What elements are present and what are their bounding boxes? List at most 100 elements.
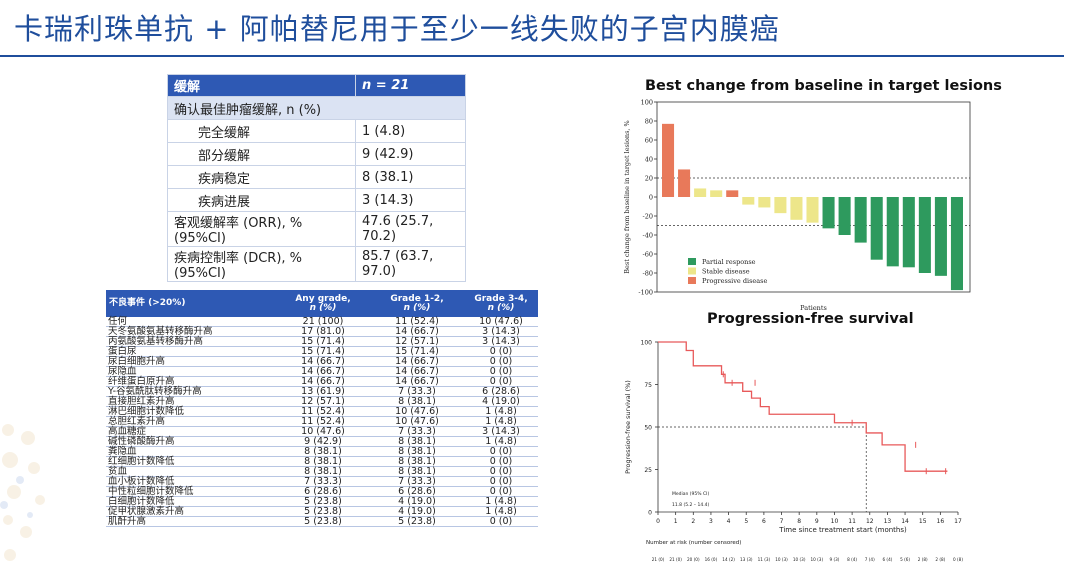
pfs-y-tick-label: 50 xyxy=(644,425,652,432)
pfs-x-tick-label: 10 xyxy=(831,518,839,525)
ae-header-any-label: Any grade, xyxy=(295,293,351,304)
pfs-x-tick-label: 0 xyxy=(656,518,660,525)
response-header-label: 缓解 xyxy=(167,74,356,97)
waterfall-y-tick-label: -60 xyxy=(643,251,653,259)
response-table: 缓解 n = 21 确认最佳肿瘤缓解, n (%) 完全缓解 1 (4.8) 部… xyxy=(167,74,466,282)
waterfall-bar xyxy=(902,197,915,268)
ae-grade-3-4: 0 (0) xyxy=(464,356,538,367)
ae-event-name: 白细胞计数降低 xyxy=(106,496,276,507)
waterfall-bar xyxy=(838,197,851,235)
pfs-x-tick-label: 2 xyxy=(691,518,695,525)
ae-header-g12: Grade 1-2, n (%) xyxy=(370,290,464,317)
pfs-risk-value: 16 (0) xyxy=(705,557,718,562)
pfs-x-tick-label: 11 xyxy=(848,518,856,525)
waterfall-legend-label: Partial response xyxy=(702,258,756,266)
ae-row: 淋巴细胞计数降低 11 (52.4) 10 (47.6) 1 (4.8) xyxy=(106,406,538,417)
pfs-x-tick-label: 7 xyxy=(780,518,784,525)
ae-any-grade: 7 (33.3) xyxy=(276,476,370,487)
waterfall-y-tick-label: 40 xyxy=(645,156,653,164)
ae-grade-3-4: 3 (14.3) xyxy=(464,426,538,437)
ae-grade-3-4: 4 (19.0) xyxy=(464,396,538,407)
ae-row: Y-谷氨酰肽转移酶升高 13 (61.9) 7 (33.3) 6 (28.6) xyxy=(106,386,538,397)
pfs-risk-value: 2 (8) xyxy=(918,557,928,562)
response-row-value: 1 (4.8) xyxy=(355,119,466,143)
waterfall-bar xyxy=(710,190,723,197)
waterfall-y-tick-label: 20 xyxy=(645,175,653,183)
pfs-risk-value: 9 (3) xyxy=(830,557,840,562)
ae-any-grade: 14 (66.7) xyxy=(276,356,370,367)
response-row-label: 完全缓解 xyxy=(167,119,356,143)
waterfall-bar xyxy=(790,197,803,220)
ae-grade-1-2: 8 (38.1) xyxy=(370,466,464,477)
ae-grade-3-4: 0 (0) xyxy=(464,486,538,497)
pfs-risk-table-label: Number at risk (number censored) xyxy=(646,540,741,546)
ae-row: 肌酐升高 5 (23.8) 5 (23.8) 0 (0) xyxy=(106,516,538,527)
ae-grade-1-2: 6 (28.6) xyxy=(370,486,464,497)
pfs-survival-curve xyxy=(658,341,948,472)
response-row: 完全缓解 1 (4.8) xyxy=(167,119,466,143)
ae-event-name: 纤维蛋白原升高 xyxy=(106,376,276,387)
waterfall-bar xyxy=(950,197,963,291)
ae-row: 红细胞计数降低 8 (38.1) 8 (38.1) 0 (0) xyxy=(106,456,538,467)
ae-event-name: 淋巴细胞计数降低 xyxy=(106,406,276,417)
ae-event-name: 丙氨酸氨基转移酶升高 xyxy=(106,336,276,347)
pfs-risk-value: 11 (3) xyxy=(758,557,771,562)
dcr-label: 疾病控制率 (DCR), % (95%CI) xyxy=(167,246,356,282)
pfs-x-tick-label: 16 xyxy=(937,518,945,525)
waterfall-bar xyxy=(678,169,691,197)
ae-grade-1-2: 4 (19.0) xyxy=(370,506,464,517)
ae-row: 高血糖症 10 (47.6) 7 (33.3) 3 (14.3) xyxy=(106,426,538,437)
ae-grade-3-4: 0 (0) xyxy=(464,366,538,377)
ae-row: 尿白细胞升高 14 (66.7) 14 (66.7) 0 (0) xyxy=(106,356,538,367)
waterfall-legend-label: Stable disease xyxy=(702,268,750,276)
ae-header-g34-label: Grade 3-4, xyxy=(474,293,528,304)
ae-any-grade: 14 (66.7) xyxy=(276,376,370,387)
ae-row: 白细胞计数降低 5 (23.8) 4 (19.0) 1 (4.8) xyxy=(106,496,538,507)
ae-header-any-n: n (%) xyxy=(309,302,337,313)
response-row-label: 疾病稳定 xyxy=(167,165,356,189)
ae-row: 贫血 8 (38.1) 8 (38.1) 0 (0) xyxy=(106,466,538,477)
pfs-y-axis-label: Progression-free survival (%) xyxy=(624,380,632,474)
ae-event-name: 天冬氨酸氨基转移酶升高 xyxy=(106,326,276,337)
response-row-value: 8 (38.1) xyxy=(355,165,466,189)
pfs-x-tick-label: 5 xyxy=(744,518,748,525)
ae-event-name: 红细胞计数降低 xyxy=(106,456,276,467)
title-divider xyxy=(0,55,1064,57)
pfs-x-tick-label: 9 xyxy=(815,518,819,525)
ae-event-name: 高血糖症 xyxy=(106,426,276,437)
ae-event-name: 直接胆红素升高 xyxy=(106,396,276,407)
pfs-x-tick-label: 12 xyxy=(866,518,874,525)
ae-any-grade: 9 (42.9) xyxy=(276,436,370,447)
ae-event-name: 尿白细胞升高 xyxy=(106,356,276,367)
ae-row: 中性粒细胞计数降低 6 (28.6) 6 (28.6) 0 (0) xyxy=(106,486,538,497)
ae-grade-1-2: 12 (57.1) xyxy=(370,336,464,347)
waterfall-y-tick-label: 60 xyxy=(645,137,653,145)
ae-row: 尿隐血 14 (66.7) 14 (66.7) 0 (0) xyxy=(106,366,538,377)
waterfall-bar xyxy=(774,197,787,214)
ae-grade-3-4: 0 (0) xyxy=(464,476,538,487)
ae-any-grade: 14 (66.7) xyxy=(276,366,370,377)
ae-grade-1-2: 8 (38.1) xyxy=(370,396,464,407)
pfs-risk-value: 5 (6) xyxy=(900,557,910,562)
ae-row: 总胆红素升高 11 (52.4) 10 (47.6) 1 (4.8) xyxy=(106,416,538,427)
waterfall-title: Best change from baseline in target lesi… xyxy=(645,78,1002,94)
waterfall-bar xyxy=(934,197,947,276)
ae-any-grade: 13 (61.9) xyxy=(276,386,370,397)
waterfall-y-tick-label: 100 xyxy=(641,99,653,107)
ae-any-grade: 5 (23.8) xyxy=(276,496,370,507)
response-header-row: 缓解 n = 21 xyxy=(167,74,466,97)
pfs-risk-value: 10 (3) xyxy=(811,557,824,562)
pfs-title: Progression-free survival xyxy=(707,311,914,327)
ae-grade-3-4: 1 (4.8) xyxy=(464,506,538,517)
page-title: 卡瑞利珠单抗 + 阿帕替尼用于至少一线失败的子宫内膜癌 xyxy=(14,12,780,46)
ae-event-name: 任何 xyxy=(106,317,276,327)
ae-header-row: 不良事件 (>20%) Any grade, n (%) Grade 1-2, … xyxy=(106,290,538,317)
ae-any-grade: 10 (47.6) xyxy=(276,426,370,437)
waterfall-legend-swatch xyxy=(688,258,696,265)
ae-grade-1-2: 15 (71.4) xyxy=(370,346,464,357)
ae-grade-1-2: 14 (66.7) xyxy=(370,366,464,377)
pfs-risk-value: 21 (0) xyxy=(669,557,682,562)
waterfall-bar xyxy=(742,197,755,205)
ae-any-grade: 21 (100) xyxy=(276,317,370,327)
ae-header-g34: Grade 3-4, n (%) xyxy=(464,290,538,317)
